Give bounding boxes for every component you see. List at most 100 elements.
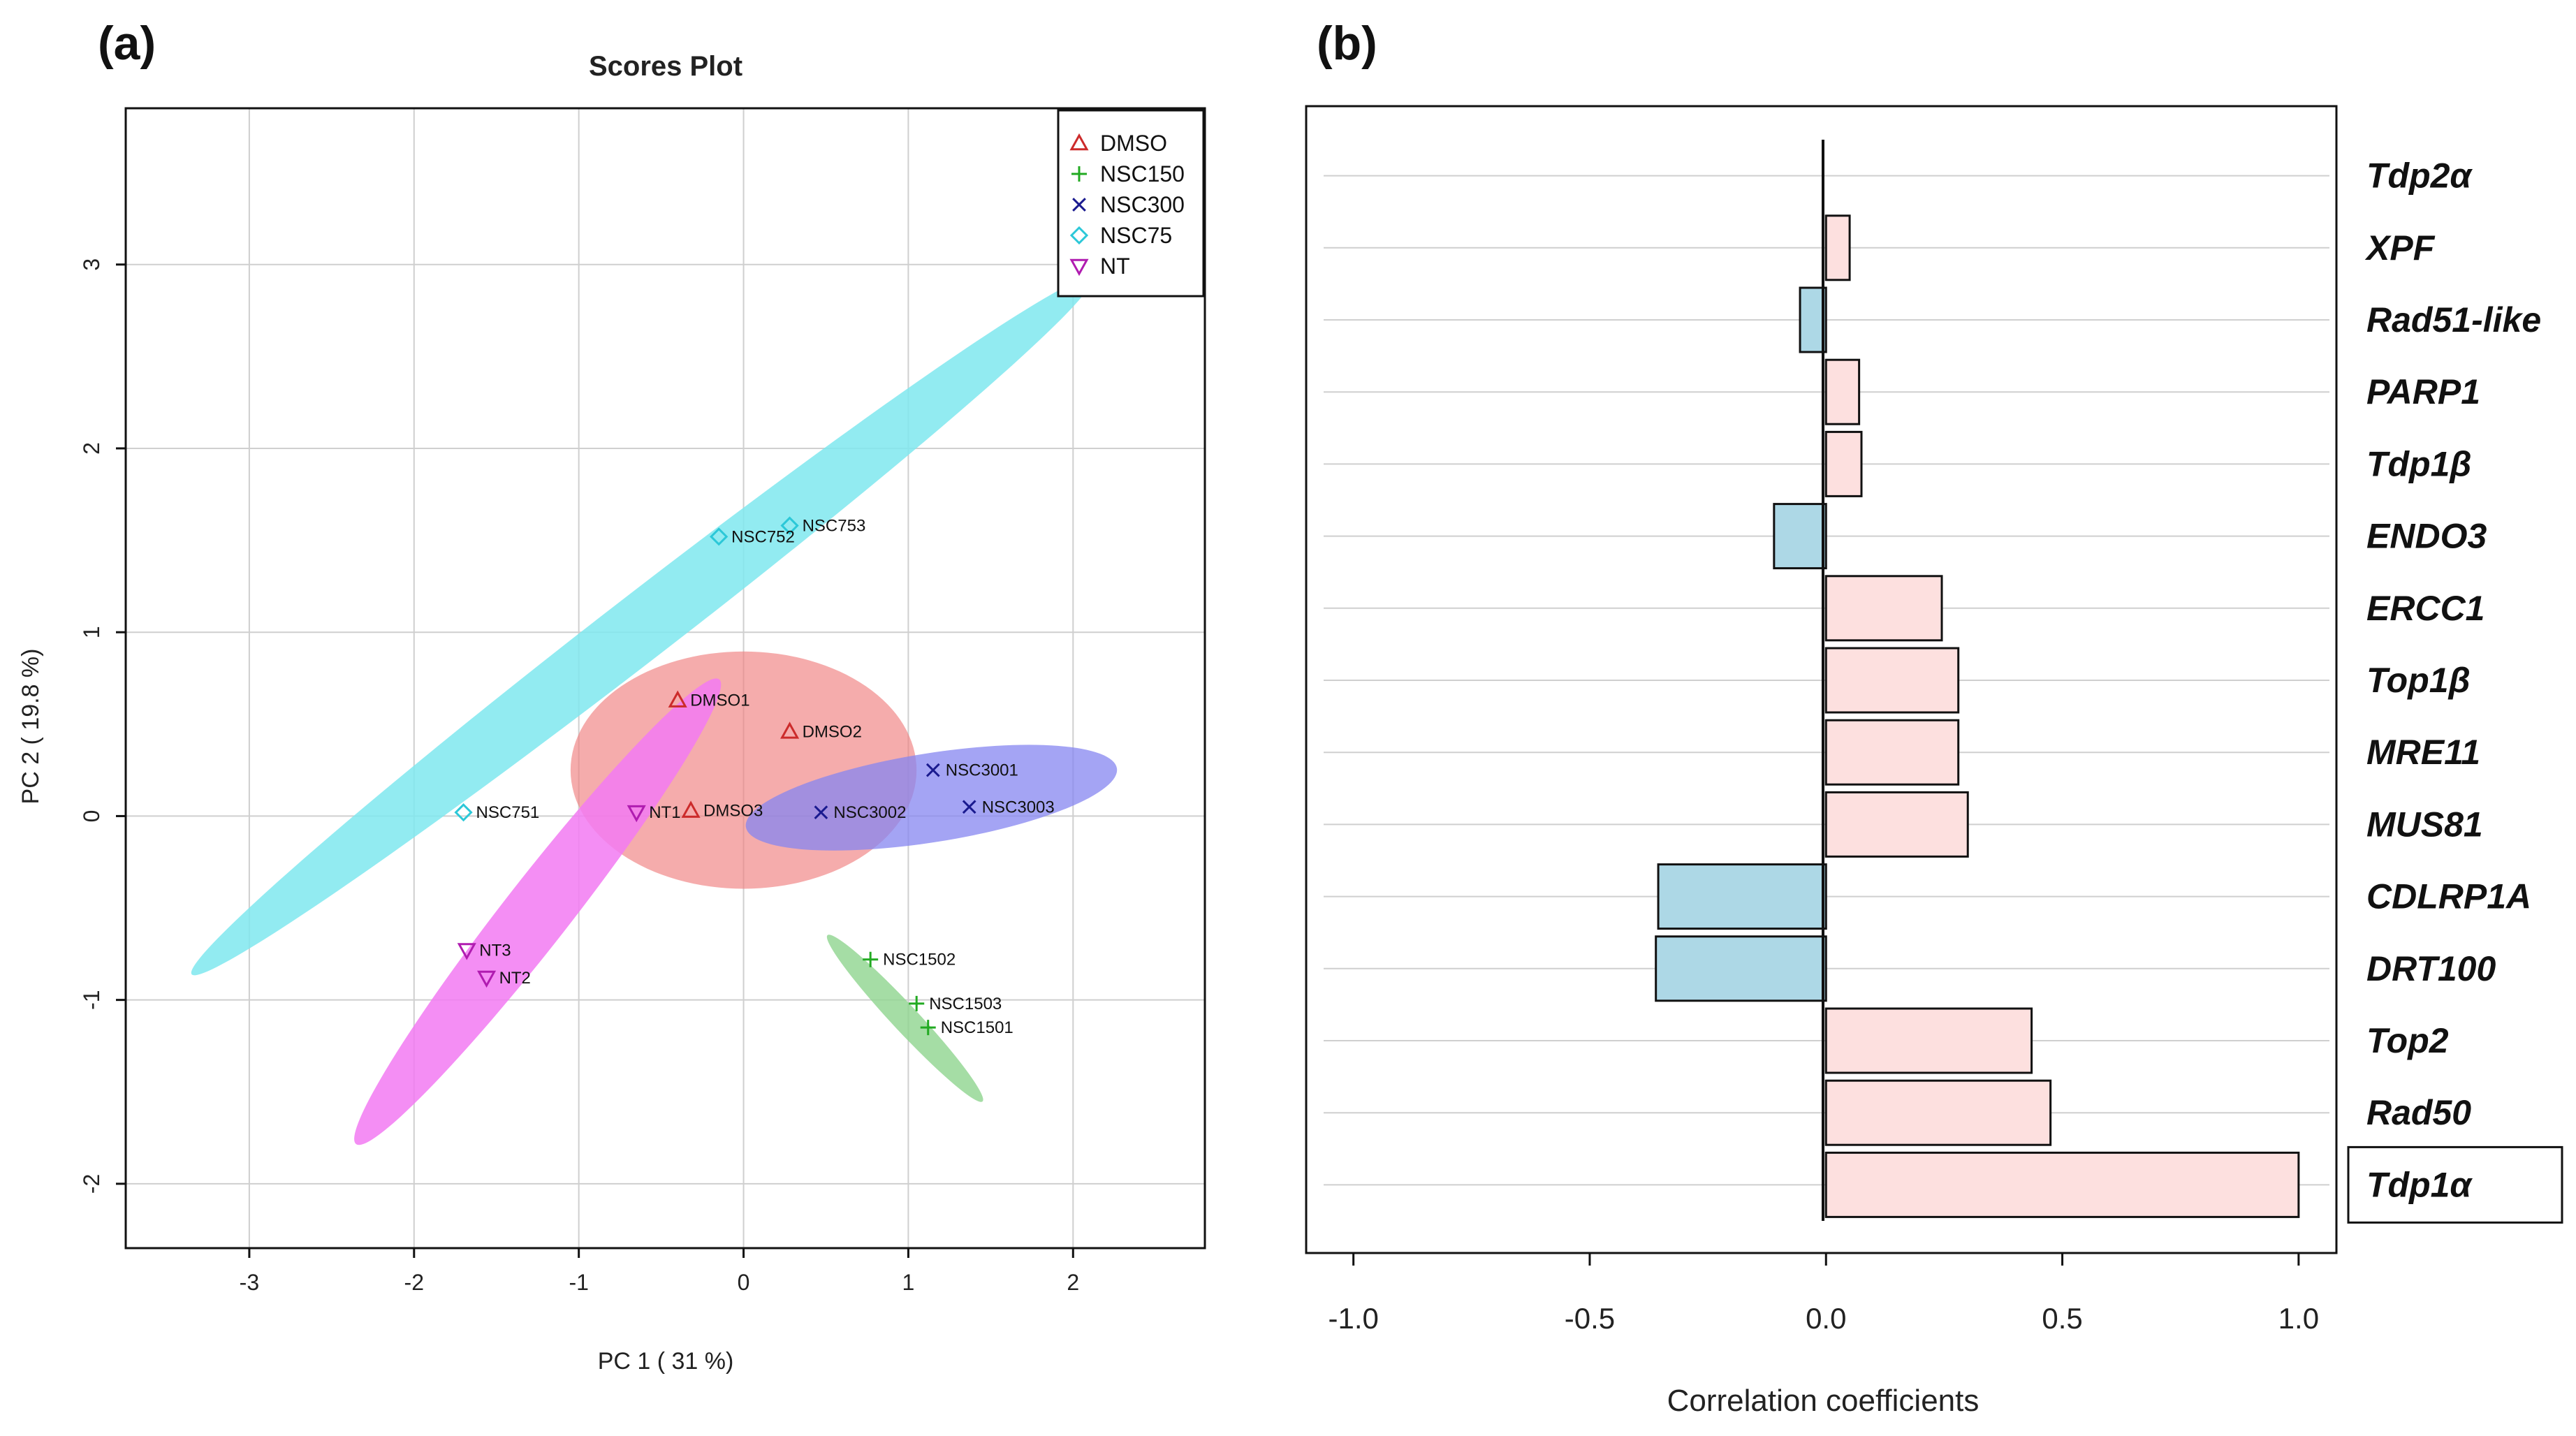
bar-tdp1 bbox=[1824, 430, 1863, 497]
scores-plot-panel: (a) Scores Plot DMSO1DMSO2DMSO3NSC1502NS… bbox=[17, 17, 1206, 1375]
legend-label-nt: NT bbox=[1100, 254, 1130, 279]
gene-label-parp1: PARP1 bbox=[2366, 372, 2480, 411]
x-tick-label: 2 bbox=[1067, 1270, 1079, 1295]
point-nt1 bbox=[627, 805, 646, 823]
point-nt2 bbox=[477, 970, 497, 988]
point-nsc753 bbox=[780, 516, 799, 535]
point-nsc751 bbox=[454, 803, 473, 822]
correlation-tick-label: 0.0 bbox=[1806, 1302, 1846, 1335]
correlation-axis-title: Correlation coefficients bbox=[1667, 1384, 1979, 1418]
legend-marker-nsc75 bbox=[1069, 226, 1089, 245]
point-nsc1502 bbox=[863, 951, 879, 967]
gene-label-top2: Top2 bbox=[2366, 1021, 2449, 1060]
label-dmso1: DMSO1 bbox=[690, 691, 749, 710]
scores-plot-legend: DMSO NSC150 NSC300 NSC75 NT bbox=[1057, 109, 1205, 298]
legend-marker-nt bbox=[1069, 258, 1089, 277]
confidence-ellipses bbox=[191, 278, 1118, 1145]
label-nsc1502: NSC1502 bbox=[883, 951, 956, 969]
highlight-box bbox=[2347, 1145, 2563, 1224]
gene-label-top1: Top1β bbox=[2366, 661, 2471, 700]
label-nsc1503: NSC1503 bbox=[929, 995, 1002, 1013]
correlation-tick-label: 1.0 bbox=[2278, 1302, 2319, 1335]
ellipse-nsc75 bbox=[191, 278, 1092, 976]
bar-xpf bbox=[1824, 214, 1851, 281]
ellipse-nt bbox=[354, 678, 722, 1145]
label-nt1: NT1 bbox=[649, 803, 680, 822]
point-nsc3002 bbox=[814, 805, 828, 820]
bar-rad50 bbox=[1824, 1079, 2052, 1146]
ellipse-nsc300 bbox=[745, 745, 1118, 851]
label-nsc751: NSC751 bbox=[476, 803, 540, 822]
gene-label-rad51-like: Rad51-like bbox=[2366, 300, 2541, 339]
score-points bbox=[454, 516, 976, 1036]
label-nsc752: NSC752 bbox=[731, 527, 795, 546]
ellipse-nsc150 bbox=[826, 935, 983, 1102]
legend-label-nsc300: NSC300 bbox=[1100, 192, 1185, 217]
legend-marker-nsc300 bbox=[1072, 198, 1086, 212]
gene-labels: Tdp2α XPF Rad51-like PARP1 Tdp1β ENDO3 ERCC1 To… bbox=[2347, 156, 2563, 1224]
label-nsc1501: NSC1501 bbox=[941, 1018, 1013, 1037]
x-tick-label: 0 bbox=[738, 1270, 750, 1295]
y-tick-label: 0 bbox=[79, 810, 104, 823]
bar-tdp1 bbox=[1824, 1151, 2300, 1218]
bar-mre11 bbox=[1824, 719, 1960, 786]
point-nsc752 bbox=[710, 527, 729, 546]
label-dmso2: DMSO2 bbox=[803, 722, 862, 741]
correlation-tick-label: -1.0 bbox=[1328, 1302, 1378, 1335]
gene-label-tdp2: Tdp2α bbox=[2366, 156, 2473, 196]
label-nt2: NT2 bbox=[499, 969, 531, 988]
panel-a-label: (a) bbox=[98, 17, 156, 70]
y-tick-label: -1 bbox=[79, 990, 104, 1009]
correlation-bars bbox=[1655, 214, 2300, 1218]
y-tick-label: 1 bbox=[79, 626, 104, 638]
label-nsc3002: NSC3002 bbox=[833, 803, 906, 822]
pc2-axis-title: PC 2 ( 19.8 %) bbox=[17, 649, 44, 805]
scores-plot-frame bbox=[124, 107, 1206, 1250]
gene-label-xpf: XPF bbox=[2364, 228, 2436, 268]
point-nsc1503 bbox=[909, 995, 925, 1011]
bar-endo3 bbox=[1773, 503, 1827, 570]
y-tick-label: 2 bbox=[79, 442, 104, 455]
bar-top2 bbox=[1824, 1007, 2033, 1074]
label-dmso3: DMSO3 bbox=[703, 802, 763, 821]
legend-label-nsc75: NSC75 bbox=[1100, 223, 1172, 248]
gene-label-mre11: MRE11 bbox=[2366, 733, 2480, 772]
pc1-axis-title: PC 1 ( 31 %) bbox=[598, 1348, 734, 1375]
gene-label-tdp1: Tdp1β bbox=[2366, 444, 2471, 483]
bar-ercc1 bbox=[1824, 575, 1943, 642]
y-tick-label: -2 bbox=[79, 1174, 104, 1194]
gene-label-endo3: ENDO3 bbox=[2366, 517, 2487, 556]
label-nt3: NT3 bbox=[479, 942, 511, 960]
correlation-plot-frame bbox=[1305, 105, 2338, 1254]
point-nsc3003 bbox=[962, 800, 976, 814]
gene-label-cdlrp1a: CDLRP1A bbox=[2366, 877, 2531, 916]
point-nt3 bbox=[457, 943, 476, 960]
point-nsc3001 bbox=[925, 763, 940, 777]
pc2-axis-ticks: -2 -1 0 1 2 3 bbox=[79, 258, 126, 1194]
gene-label-drt100: DRT100 bbox=[2366, 949, 2496, 988]
label-nsc3001: NSC3001 bbox=[946, 761, 1018, 780]
label-nsc3003: NSC3003 bbox=[982, 798, 1055, 816]
legend-marker-nsc150 bbox=[1071, 166, 1087, 182]
bar-drt100 bbox=[1655, 935, 1827, 1002]
panel-b-label: (b) bbox=[1317, 17, 1377, 70]
legend-marker-dmso bbox=[1069, 133, 1089, 151]
correlation-axis-ticks: -1.0 -0.5 0.0 0.5 1.0 bbox=[1328, 1253, 2319, 1335]
scores-plot-title: Scores Plot bbox=[589, 51, 742, 82]
label-nsc753: NSC753 bbox=[803, 517, 866, 536]
point-nsc1501 bbox=[920, 1020, 936, 1036]
x-tick-label: 1 bbox=[902, 1270, 915, 1295]
x-tick-label: -3 bbox=[240, 1270, 259, 1295]
point-dmso2 bbox=[780, 721, 800, 739]
legend-label-dmso: DMSO bbox=[1100, 131, 1167, 156]
bar-parp1 bbox=[1824, 358, 1861, 425]
x-tick-label: -1 bbox=[569, 1270, 588, 1295]
bar-mus81 bbox=[1824, 791, 1969, 858]
point-dmso1 bbox=[668, 690, 687, 708]
point-labels: DMSO1 DMSO2 DMSO3 NSC1502 NSC1503 NSC1501 NSC3… bbox=[476, 517, 1055, 1038]
bar-top1 bbox=[1824, 647, 1960, 714]
gene-label-mus81: MUS81 bbox=[2366, 805, 2483, 844]
gene-label-rad50: Rad50 bbox=[2366, 1093, 2471, 1132]
x-tick-label: -2 bbox=[404, 1270, 424, 1295]
